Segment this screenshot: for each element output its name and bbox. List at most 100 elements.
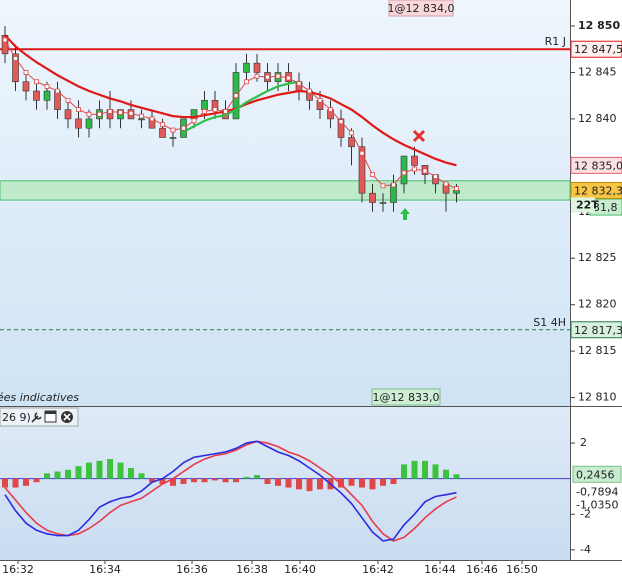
wrench-icon[interactable] xyxy=(31,412,42,423)
histogram-bar xyxy=(453,474,460,479)
histogram-bar xyxy=(317,478,323,490)
ma-marker xyxy=(265,74,270,80)
level-label: 12 847,5 xyxy=(574,43,622,56)
candle-body xyxy=(369,192,376,203)
candle-body xyxy=(43,90,51,101)
candle-body xyxy=(243,62,250,73)
histogram-bar xyxy=(401,464,407,479)
level-label: 12 817,3 xyxy=(574,324,622,337)
window-icon-bar xyxy=(45,411,56,414)
ma-last-label: 12 835,0 xyxy=(574,159,622,172)
x-tick-label: 16:38 xyxy=(236,563,268,576)
candle-body xyxy=(54,90,61,110)
ma-marker xyxy=(191,118,197,124)
x-tick-label: 16:50 xyxy=(506,563,538,576)
histogram-bar xyxy=(96,460,103,479)
histogram-bar xyxy=(380,478,386,486)
candle-body xyxy=(253,62,261,73)
ma-marker xyxy=(349,130,354,136)
candle-body xyxy=(64,109,72,120)
histogram-bar xyxy=(390,478,397,484)
ma-marker xyxy=(202,109,207,114)
ma-marker xyxy=(13,56,18,61)
ma-marker xyxy=(181,125,186,131)
histogram-bar xyxy=(86,462,92,479)
candle-body xyxy=(201,100,208,110)
candle-body xyxy=(85,118,93,129)
ma-marker xyxy=(128,110,134,116)
histogram-bar xyxy=(65,469,71,479)
close-icon[interactable] xyxy=(61,411,73,423)
ma-marker xyxy=(118,109,123,115)
y-tick-label: 12 825 xyxy=(578,251,617,264)
histogram-bar xyxy=(12,478,19,488)
y-tick-label: 12 850 xyxy=(578,19,620,32)
candle-body xyxy=(337,118,345,138)
tick-count-box xyxy=(571,197,595,213)
x-tick-label: 16:46 xyxy=(466,563,498,576)
x-tick-label: 16:44 xyxy=(424,563,456,576)
ma-marker xyxy=(223,109,228,114)
ma-marker xyxy=(328,107,333,113)
candle-body xyxy=(12,53,19,83)
ma-marker xyxy=(2,37,8,43)
histogram-bar xyxy=(275,478,281,486)
indicator-header xyxy=(0,407,79,427)
histogram-bar xyxy=(359,478,365,488)
ma-marker xyxy=(286,75,291,81)
signal-line xyxy=(4,440,457,542)
ma-marker xyxy=(401,170,407,176)
candle-body xyxy=(358,146,366,194)
ma-marker xyxy=(443,181,449,187)
histogram-bar xyxy=(369,478,376,490)
price-pane xyxy=(0,0,570,406)
y-tick-label: 12 845 xyxy=(578,65,617,78)
indicator-pane xyxy=(0,407,570,561)
ma-marker xyxy=(307,88,312,94)
histogram-bar xyxy=(170,478,176,486)
histogram-bar xyxy=(33,478,40,483)
buy-marker xyxy=(400,208,410,220)
macd-line xyxy=(4,440,457,542)
candle-body xyxy=(138,118,145,121)
histogram-bar xyxy=(285,478,292,488)
ma-marker xyxy=(254,73,260,79)
ma-line xyxy=(182,80,300,133)
histogram-bar xyxy=(243,476,250,479)
histogram-bar xyxy=(117,462,124,479)
level-name: S1 4H xyxy=(533,316,566,329)
histogram-bar xyxy=(2,478,8,488)
order-label-box xyxy=(371,388,441,406)
ma-marker xyxy=(55,88,60,94)
ma-marker xyxy=(97,111,102,117)
order-label: 1@12 833,0 xyxy=(373,391,440,404)
histogram-last-label-box xyxy=(572,465,622,483)
ma-marker xyxy=(34,79,39,85)
candle-body xyxy=(379,202,387,204)
histogram-bar xyxy=(191,478,197,483)
last-price-label: 12 832,3 xyxy=(574,184,622,197)
order-label-box xyxy=(388,0,454,17)
y-tick-label: -4 xyxy=(580,543,591,556)
ma-marker xyxy=(233,93,239,99)
level-label-box xyxy=(570,40,622,58)
histogram-bar xyxy=(149,478,155,483)
ma-marker xyxy=(86,111,92,117)
histogram-bar xyxy=(233,478,239,483)
ma-marker xyxy=(65,97,71,103)
ma-marker xyxy=(380,183,386,189)
ma-marker xyxy=(359,150,365,156)
ma-marker xyxy=(454,186,459,191)
histogram-bar xyxy=(432,464,439,479)
ma-marker xyxy=(170,127,176,133)
histogram-bar xyxy=(264,478,271,484)
ma-marker xyxy=(275,73,281,79)
candle-body xyxy=(33,90,40,101)
y-tick-label: 12 840 xyxy=(578,112,617,125)
ma-marker xyxy=(433,174,438,179)
histogram-bar xyxy=(222,478,229,483)
sell-marker xyxy=(412,129,426,143)
histogram-bar xyxy=(212,478,218,481)
ma-marker xyxy=(422,168,428,174)
candle-body xyxy=(348,137,355,148)
